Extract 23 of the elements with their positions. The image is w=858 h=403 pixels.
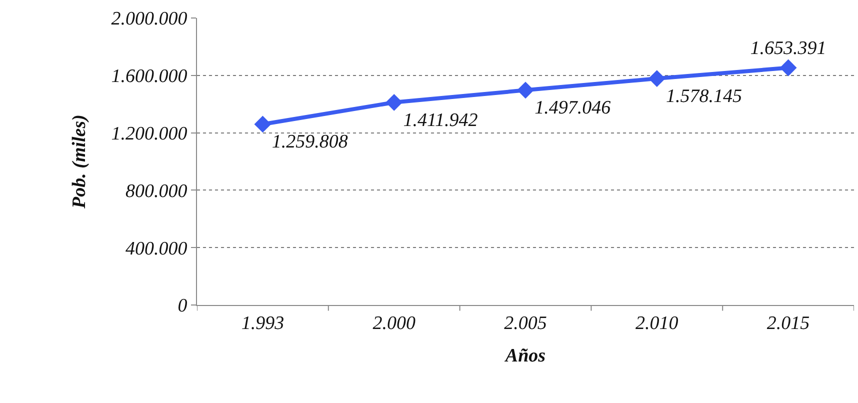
y-tick-label: 1.600.000 [111,66,188,88]
y-tick-label: 1.200.000 [111,123,188,144]
y-tick-label: 0 [178,296,188,317]
data-label: 1.259.808 [272,132,348,153]
point [386,94,403,111]
y-axis-title: Pob. (miles) [69,114,90,210]
x-tick-label: 2.010 [636,312,679,334]
y-tick-label: 800.000 [125,180,188,202]
y-tick-label: 400.000 [125,238,188,260]
y-tick-label: 2.000.000 [111,8,188,30]
point [254,116,272,133]
x-tick-label: 2.005 [504,312,547,334]
data-label: 1.411.942 [403,110,478,131]
point [780,59,797,76]
point [648,70,666,87]
x-tick-label: 2.000 [372,312,416,334]
data-label: 1.653.391 [750,38,826,59]
x-tick-label: 2.015 [766,312,810,334]
data-label: 1.578.145 [666,86,742,107]
x-tick-label: 1.993 [241,312,284,334]
x-axis-title: Años [504,346,546,367]
point [517,82,534,99]
data-label: 1.497.046 [534,98,612,119]
